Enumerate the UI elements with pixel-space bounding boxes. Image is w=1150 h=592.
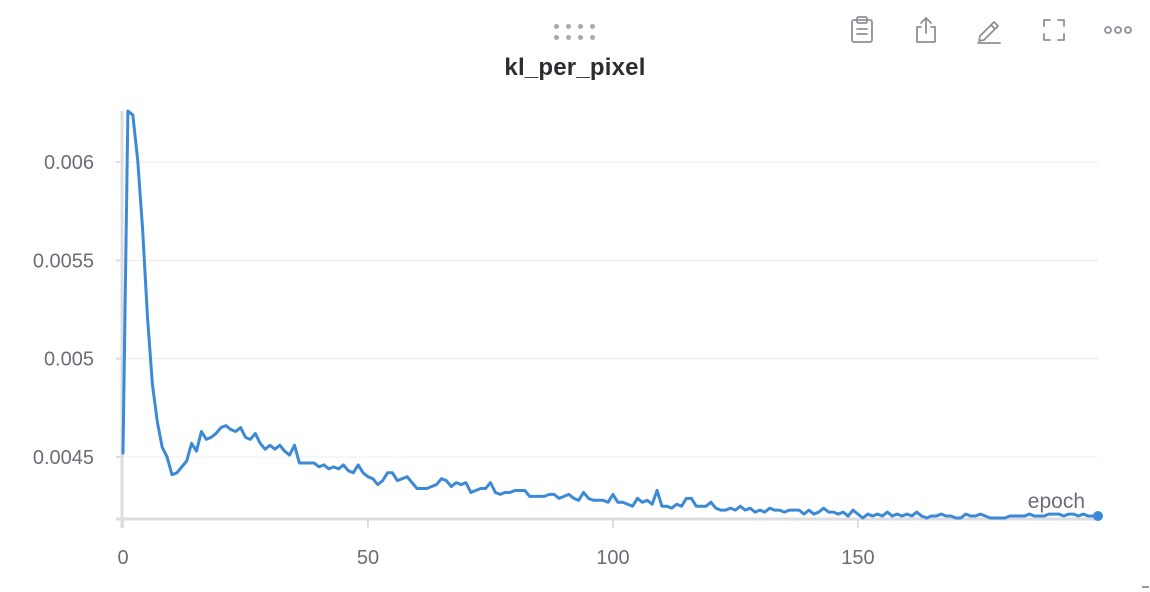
more-button[interactable] (1102, 14, 1134, 46)
resize-handle[interactable] (1142, 586, 1149, 588)
y-tick-label: 0.005 (44, 349, 94, 371)
axes (116, 111, 1100, 528)
y-axis-ticks: 0.0045 0.005 0.0055 0.006 (33, 152, 122, 469)
chart-title: kl_per_pixel (504, 54, 646, 81)
x-tick-label: 0 (117, 547, 128, 569)
series-end-point[interactable] (1093, 511, 1103, 522)
series-line[interactable] (121, 109, 1100, 520)
y-tick-label: 0.006 (44, 152, 94, 174)
clipboard-icon (851, 16, 873, 43)
x-axis-ticks: 0 50 100 150 (117, 518, 875, 569)
edit-button[interactable] (973, 14, 1005, 46)
fullscreen-button[interactable] (1038, 14, 1070, 46)
x-tick-label: 100 (596, 547, 629, 569)
grid-lines (123, 161, 1098, 458)
x-tick-label: 150 (841, 547, 874, 569)
drag-handle-icon[interactable] (552, 22, 600, 42)
fullscreen-icon (1043, 19, 1065, 41)
export-button[interactable] (910, 14, 942, 46)
y-tick-label: 0.0045 (33, 447, 94, 469)
more-icon (1104, 26, 1132, 34)
series-group (121, 109, 1103, 522)
pencil-icon (977, 21, 1001, 44)
x-axis-label: epoch (1028, 490, 1085, 513)
copy-button[interactable] (846, 14, 878, 46)
x-tick-label: 50 (357, 547, 379, 569)
y-tick-label: 0.0055 (33, 250, 94, 272)
share-icon (916, 17, 936, 43)
